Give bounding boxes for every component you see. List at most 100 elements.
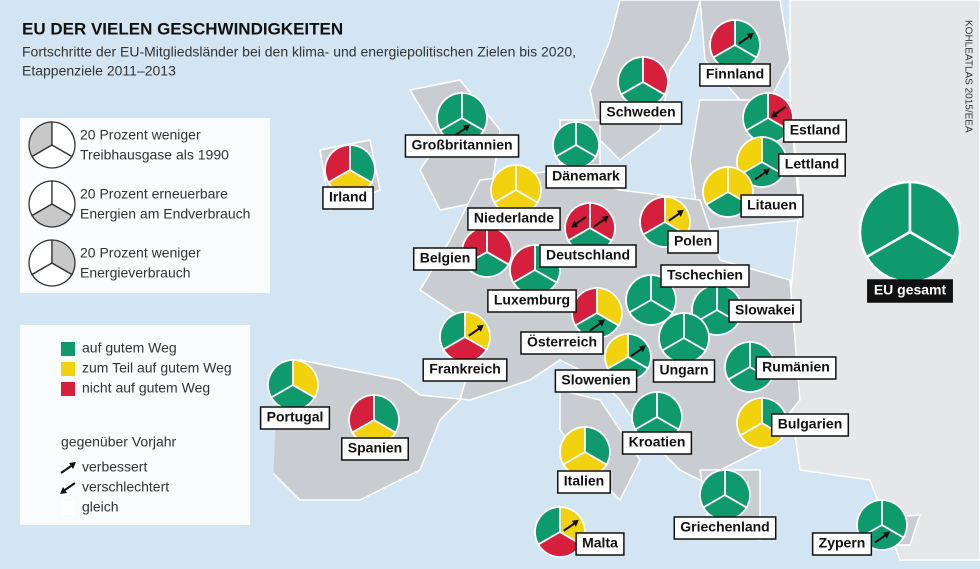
arrow-head bbox=[571, 519, 579, 527]
legend-swatch bbox=[61, 362, 75, 376]
country-label: Bulgarien bbox=[770, 413, 850, 437]
legend-swatch bbox=[61, 382, 75, 396]
legend-text: 20 Prozent weniger bbox=[80, 127, 201, 143]
pie-segment bbox=[628, 298, 674, 326]
pie-segment bbox=[724, 469, 751, 509]
arrow-head bbox=[598, 319, 605, 327]
trend-arrow bbox=[454, 124, 470, 137]
country-label: Portugal bbox=[259, 406, 331, 430]
country-name: Finnland bbox=[706, 66, 764, 82]
legend-segment bbox=[31, 262, 73, 287]
legend-text: auf gutem Weg bbox=[82, 340, 177, 356]
credit: KOHLEATLAS 2015/EEA bbox=[962, 20, 973, 133]
country-name: Griechenland bbox=[680, 519, 769, 535]
country-name: Italien bbox=[564, 473, 604, 489]
country-name: Estland bbox=[790, 122, 841, 138]
country-name: Niederlande bbox=[474, 210, 554, 226]
trend-arrow bbox=[60, 482, 76, 494]
country-pie bbox=[559, 426, 611, 478]
country-name: Ungarn bbox=[660, 362, 709, 378]
country-label: Irland bbox=[322, 186, 374, 210]
legend-text: 20 Prozent erneuerbare bbox=[80, 186, 228, 202]
legend-text: nicht auf gutem Weg bbox=[82, 380, 210, 396]
country-label: Malta bbox=[575, 532, 625, 556]
label-box bbox=[259, 406, 331, 430]
country-label: Dänemark bbox=[545, 165, 627, 189]
label-box bbox=[539, 244, 637, 268]
legend-text: verbessert bbox=[82, 459, 147, 475]
label-box bbox=[467, 207, 561, 231]
trend-arrow bbox=[738, 32, 754, 45]
country-name: Dänemark bbox=[552, 168, 620, 184]
pie-segment bbox=[373, 394, 400, 434]
pie-segment bbox=[683, 312, 710, 352]
country-name: Österreich bbox=[527, 334, 597, 350]
country-label: Tschechien bbox=[660, 264, 750, 288]
pie-segment bbox=[584, 426, 611, 466]
country-label: Griechenland bbox=[673, 516, 777, 540]
legend-text: Energien am Endverbrauch bbox=[80, 206, 250, 222]
pie-segment bbox=[727, 365, 773, 393]
subtitle: Etappenziele 2011–2013 bbox=[22, 63, 176, 79]
country-name: Zypern bbox=[819, 535, 866, 551]
country-name: Luxemburg bbox=[494, 292, 570, 308]
country-pie bbox=[267, 359, 319, 411]
country-name: Rumänien bbox=[762, 359, 830, 375]
label-box bbox=[755, 356, 837, 380]
country-name: Großbritannien bbox=[411, 137, 512, 153]
country-name: Kroatien bbox=[629, 434, 686, 450]
country-pie bbox=[699, 469, 751, 521]
legend-swatch bbox=[61, 501, 75, 515]
country-label: Ungarn bbox=[652, 359, 716, 383]
trend-arrow bbox=[668, 209, 684, 222]
country-name: Portugal bbox=[267, 409, 324, 425]
arrow-head bbox=[601, 215, 609, 223]
arrow-head bbox=[69, 462, 76, 469]
arrow-head bbox=[571, 220, 579, 228]
country-name: Tschechien bbox=[667, 267, 743, 283]
country-pie bbox=[709, 19, 761, 71]
trend-arrow bbox=[874, 531, 890, 544]
legend-text: 20 Prozent weniger bbox=[80, 245, 201, 261]
legend-segment bbox=[31, 144, 73, 169]
label-box bbox=[341, 437, 409, 461]
country-label: Estland bbox=[782, 119, 848, 143]
country-name: Lettland bbox=[785, 156, 839, 172]
legend-title: gegenüber Vorjahr bbox=[61, 434, 177, 450]
country-name: Slowenien bbox=[561, 372, 630, 388]
country-pie bbox=[617, 56, 669, 108]
country-pie bbox=[658, 312, 710, 364]
country-pie bbox=[858, 180, 962, 284]
country-name: Schweden bbox=[606, 104, 675, 120]
country-name: Belgien bbox=[420, 250, 471, 266]
country-name: Frankreich bbox=[429, 361, 501, 377]
legend-text: Treibhausgase als 1990 bbox=[80, 147, 229, 163]
label-box bbox=[740, 194, 804, 218]
legend-text: Energieverbrauch bbox=[80, 265, 191, 281]
country-pie bbox=[439, 311, 491, 363]
label-box bbox=[487, 289, 577, 313]
label-box bbox=[422, 358, 508, 382]
label-box bbox=[404, 134, 520, 158]
country-label: Slowenien bbox=[554, 369, 638, 393]
country-name: Slowakei bbox=[735, 302, 795, 318]
pie-segment bbox=[908, 180, 962, 259]
pie-segment bbox=[881, 499, 908, 539]
label-box bbox=[811, 532, 873, 556]
legend-background bbox=[20, 325, 250, 525]
label-box bbox=[660, 264, 750, 288]
country-label: Rumänien bbox=[755, 356, 837, 380]
country-pie bbox=[552, 121, 600, 169]
arrow-head bbox=[746, 32, 754, 40]
arrow-head bbox=[676, 209, 684, 217]
label-box bbox=[545, 165, 627, 189]
country-label: Lettland bbox=[778, 153, 846, 177]
label-box bbox=[699, 63, 771, 87]
legend-text: gleich bbox=[82, 499, 119, 515]
arrow-head bbox=[770, 110, 778, 118]
legend-text: verschlechtert bbox=[82, 479, 169, 495]
label-box bbox=[520, 331, 604, 355]
legend-segment bbox=[51, 239, 76, 276]
label-box bbox=[621, 431, 693, 455]
